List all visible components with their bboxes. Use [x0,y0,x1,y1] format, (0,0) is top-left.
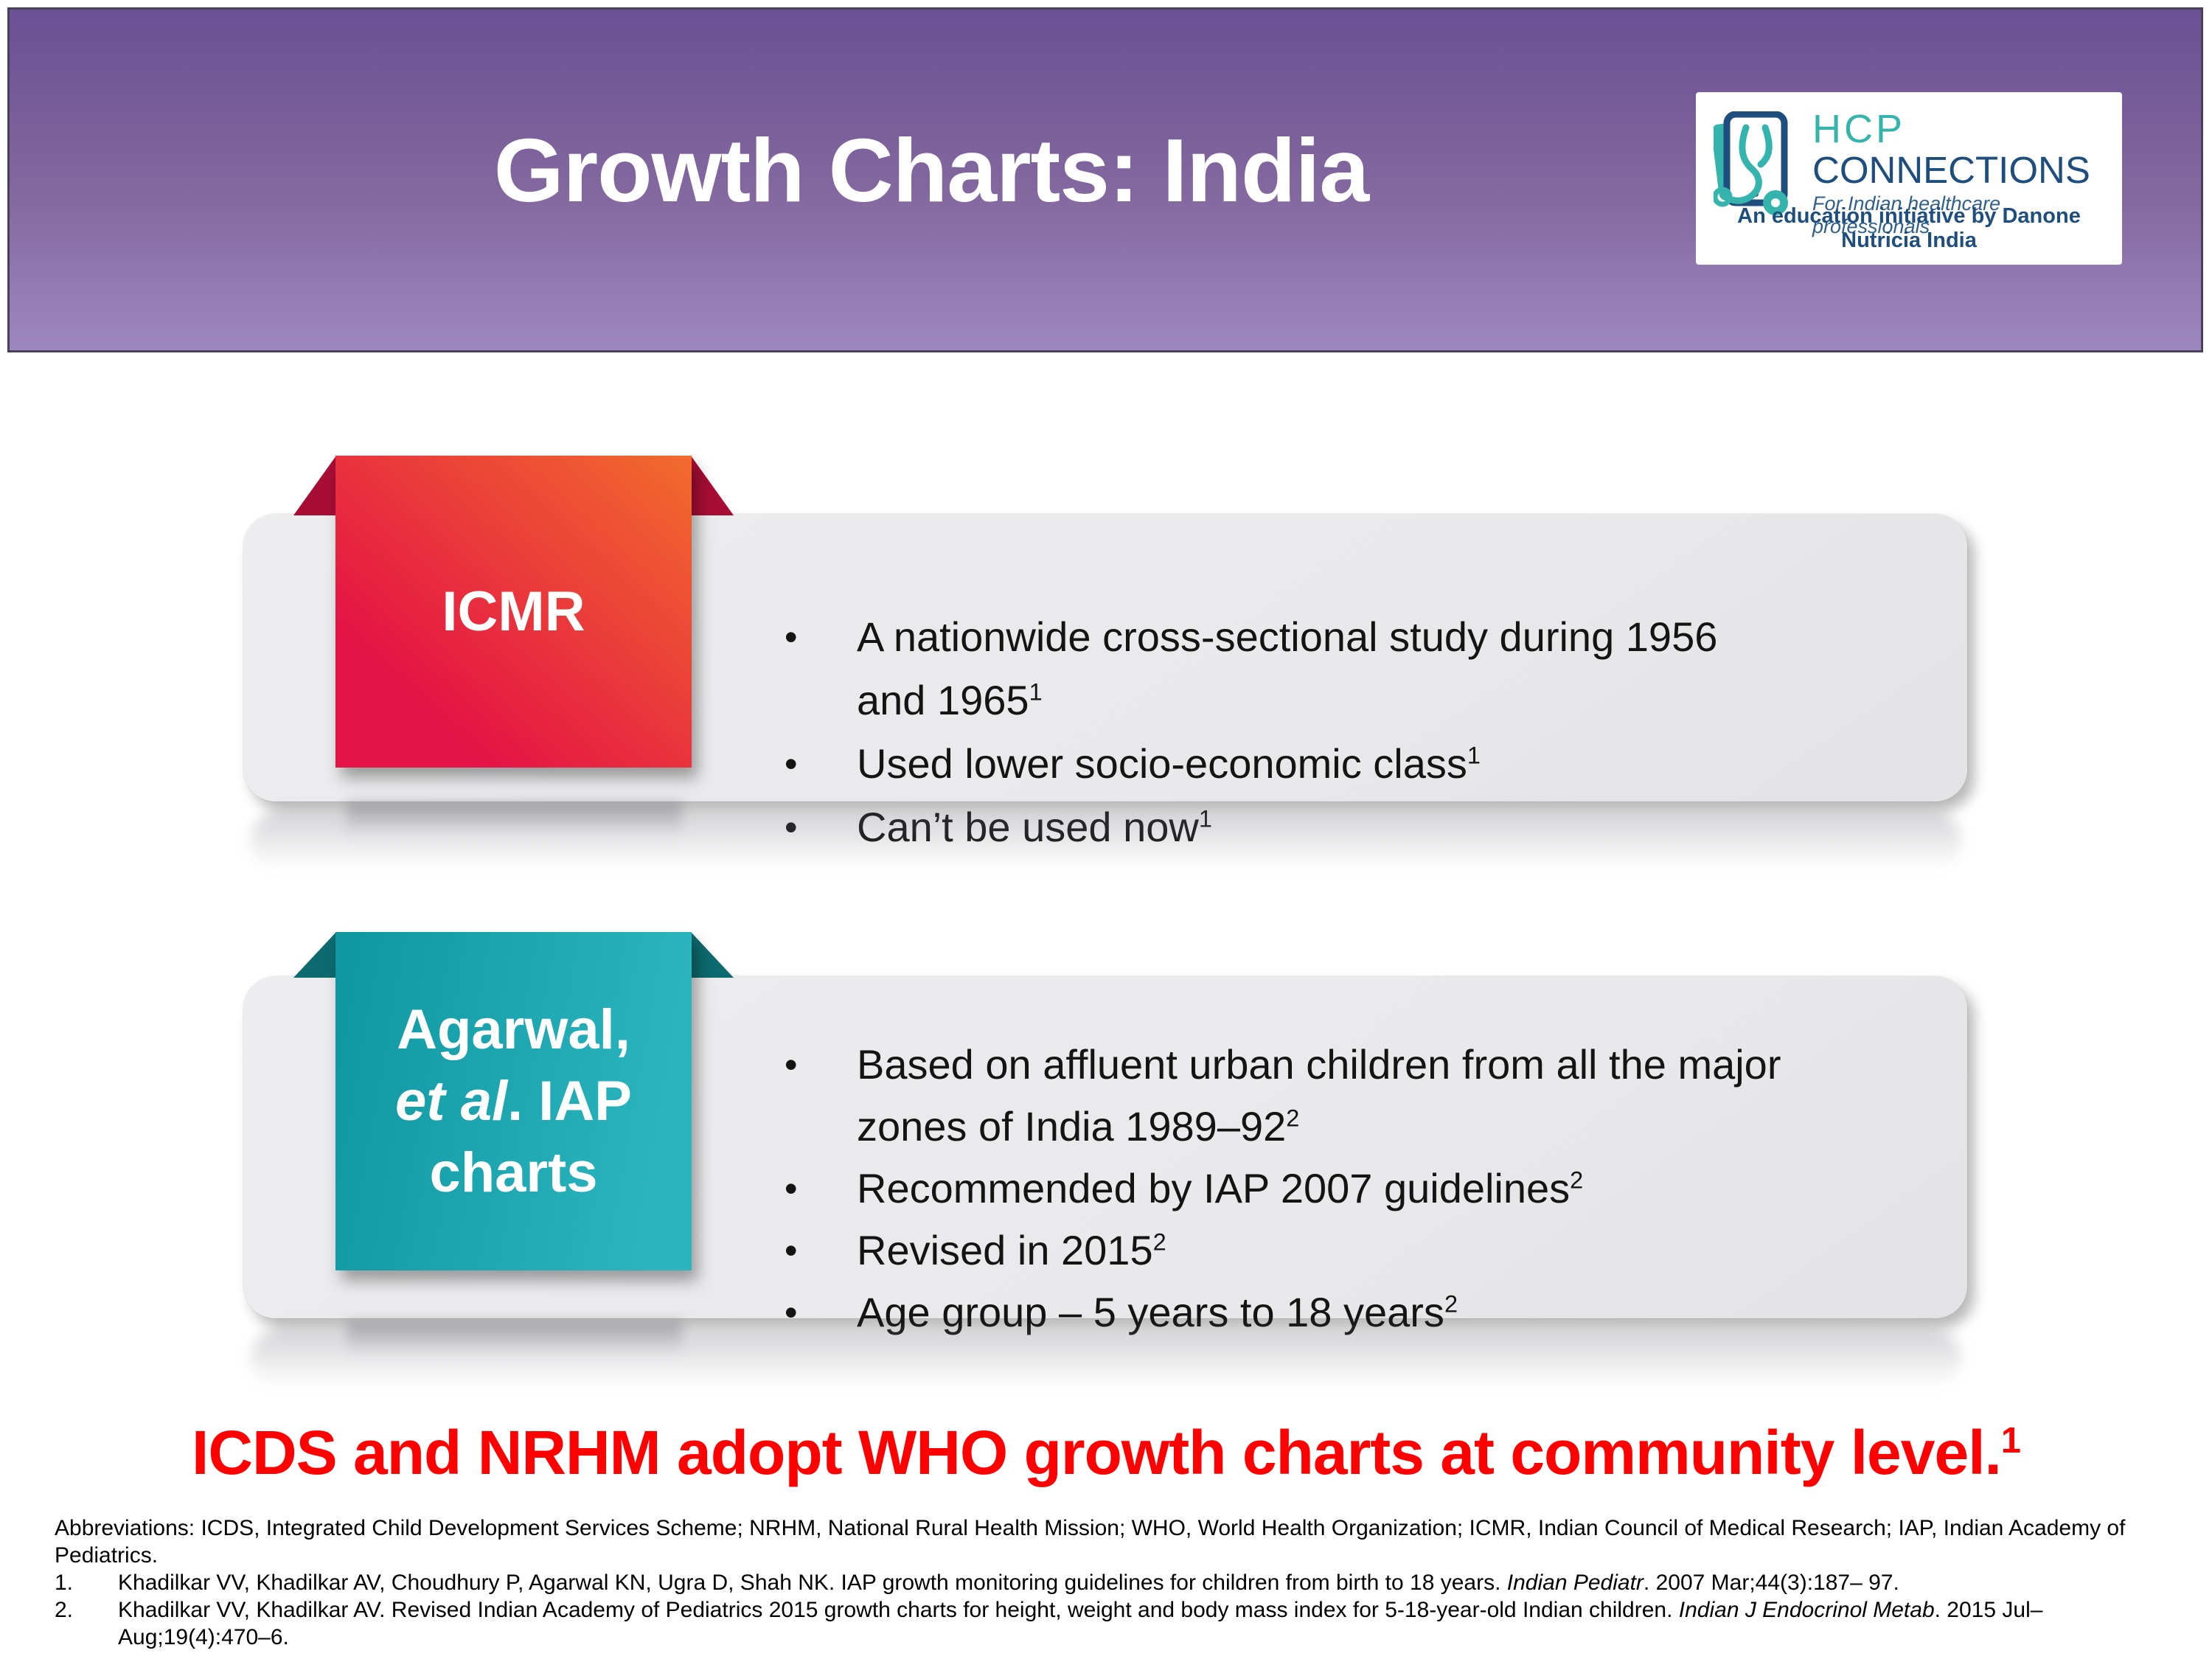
icmr-bullet-list: A nationwide cross-sectional study durin… [780,605,1930,859]
bullet-text: Recommended by IAP 2007 guidelines [857,1165,1571,1211]
bullet-text: Based on affluent urban children from al… [857,1041,1781,1088]
reference-superscript: 2 [1570,1166,1584,1194]
reference-number: 2. [55,1598,74,1622]
bullet-text: Age group – 5 years to 18 years [857,1289,1444,1335]
bullet-text: Revised in 2015 [857,1227,1153,1273]
bullet-item: Recommended by IAP 2007 guidelines2 [780,1158,1975,1220]
ribbon-label-italic: et al [395,1070,508,1133]
hcp-connections-logo: HCP CONNECTIONS For Indian healthcare pr… [1696,92,2122,265]
reference-citation-tail: . 2015 Jul–Aug;19(4):470–6. [118,1598,2043,1649]
reference-number: 1. [55,1571,74,1595]
bullet-text: Can’t be used now [857,804,1199,850]
logo-wordmark: HCP CONNECTIONS For Indian healthcare pr… [1812,108,2122,238]
tablet-stethoscope-icon [1714,111,1788,215]
bullet-text: zones of India 1989–92 [857,1103,1287,1150]
key-statement: ICDS and NRHM adopt WHO growth charts at… [0,1417,2212,1489]
reference-superscript: 2 [1286,1105,1300,1132]
journal-name: Indian Pediatr [1506,1571,1644,1595]
journal-name: Indian J Endocrinol Metab [1678,1598,1935,1622]
iap-ribbon: Agarwal, et al. IAP charts [335,932,692,1270]
iap-ribbon-label: Agarwal, et al. IAP charts [395,994,632,1208]
ribbon-label-line: . IAP [507,1070,632,1133]
page-title: Growth Charts: India [493,120,1369,220]
ribbon-reflection [347,1321,682,1355]
iap-section: Based on affluent urban children from al… [0,932,2212,1448]
bullet-item: Based on affluent urban children from al… [780,1034,1975,1158]
logo-subtitle: An education initiative by Danone Nutric… [1737,204,2081,252]
reference-item: 1. Khadilkar VV, Khadilkar AV, Choudhury… [55,1569,2169,1596]
reference-list: 1. Khadilkar VV, Khadilkar AV, Choudhury… [55,1569,2169,1651]
reference-superscript: 2 [1152,1228,1166,1256]
reference-text: Khadilkar VV, Khadilkar AV. Revised Indi… [118,1596,2169,1651]
logo-tagline: For Indian healthcare professionals [1812,192,2001,237]
reference-item: 2. Khadilkar VV, Khadilkar AV. Revised I… [55,1596,2169,1651]
bullet-text: A nationwide cross-sectional study durin… [857,613,1718,660]
icmr-ribbon: ICMR [335,456,692,768]
reference-citation: Khadilkar VV, Khadilkar AV, Choudhury P,… [118,1571,1507,1595]
reference-superscript: 1 [1467,742,1481,769]
ribbon-reflection [347,802,682,836]
card-reflection [251,1329,1961,1388]
bullet-item: A nationwide cross-sectional study durin… [780,605,1930,732]
bullet-text: and 1965 [857,677,1029,723]
reference-text: Khadilkar VV, Khadilkar AV, Choudhury P,… [118,1569,2169,1596]
reference-superscript: 1 [1199,805,1212,832]
logo-connections-text: CONNECTIONS [1812,149,2090,191]
bullet-item: Used lower socio-economic class1 [780,732,1930,796]
footnotes: Abbreviations: ICDS, Integrated Child De… [55,1514,2169,1651]
slide-header: Growth Charts: India HCP CONNECTIONS For… [7,7,2203,352]
abbreviations-text: Abbreviations: ICDS, Integrated Child De… [55,1516,2126,1568]
key-statement-text: ICDS and NRHM adopt WHO growth charts at… [191,1418,2002,1487]
ribbon-fold-right [691,932,734,978]
ribbon-fold-right [691,456,734,515]
reference-superscript: 1 [2000,1421,2021,1461]
reference-superscript: 2 [1444,1290,1458,1318]
reference-superscript: 1 [1029,678,1043,706]
ribbon-label-line: Agarwal, [397,998,630,1061]
icmr-section: A nationwide cross-sectional study durin… [0,456,2212,913]
iap-bullet-list: Based on affluent urban children from al… [780,1034,1975,1343]
icmr-ribbon-label: ICMR [442,580,585,643]
bullet-item: Can’t be used now1 [780,796,1930,859]
ribbon-label-line: charts [429,1141,598,1204]
ribbon-fold-left [293,456,336,515]
ribbon-fold-left [293,932,336,978]
bullet-item: Age group – 5 years to 18 years2 [780,1281,1975,1343]
bullet-item: Revised in 20152 [780,1220,1975,1281]
reference-citation-tail: . 2007 Mar;44(3):187– 97. [1643,1571,1899,1595]
logo-hcp-text: HCP [1812,107,1906,151]
reference-citation: Khadilkar VV, Khadilkar AV. Revised Indi… [118,1598,1679,1622]
bullet-text: Used lower socio-economic class [857,740,1467,787]
card-reflection [251,811,1961,870]
